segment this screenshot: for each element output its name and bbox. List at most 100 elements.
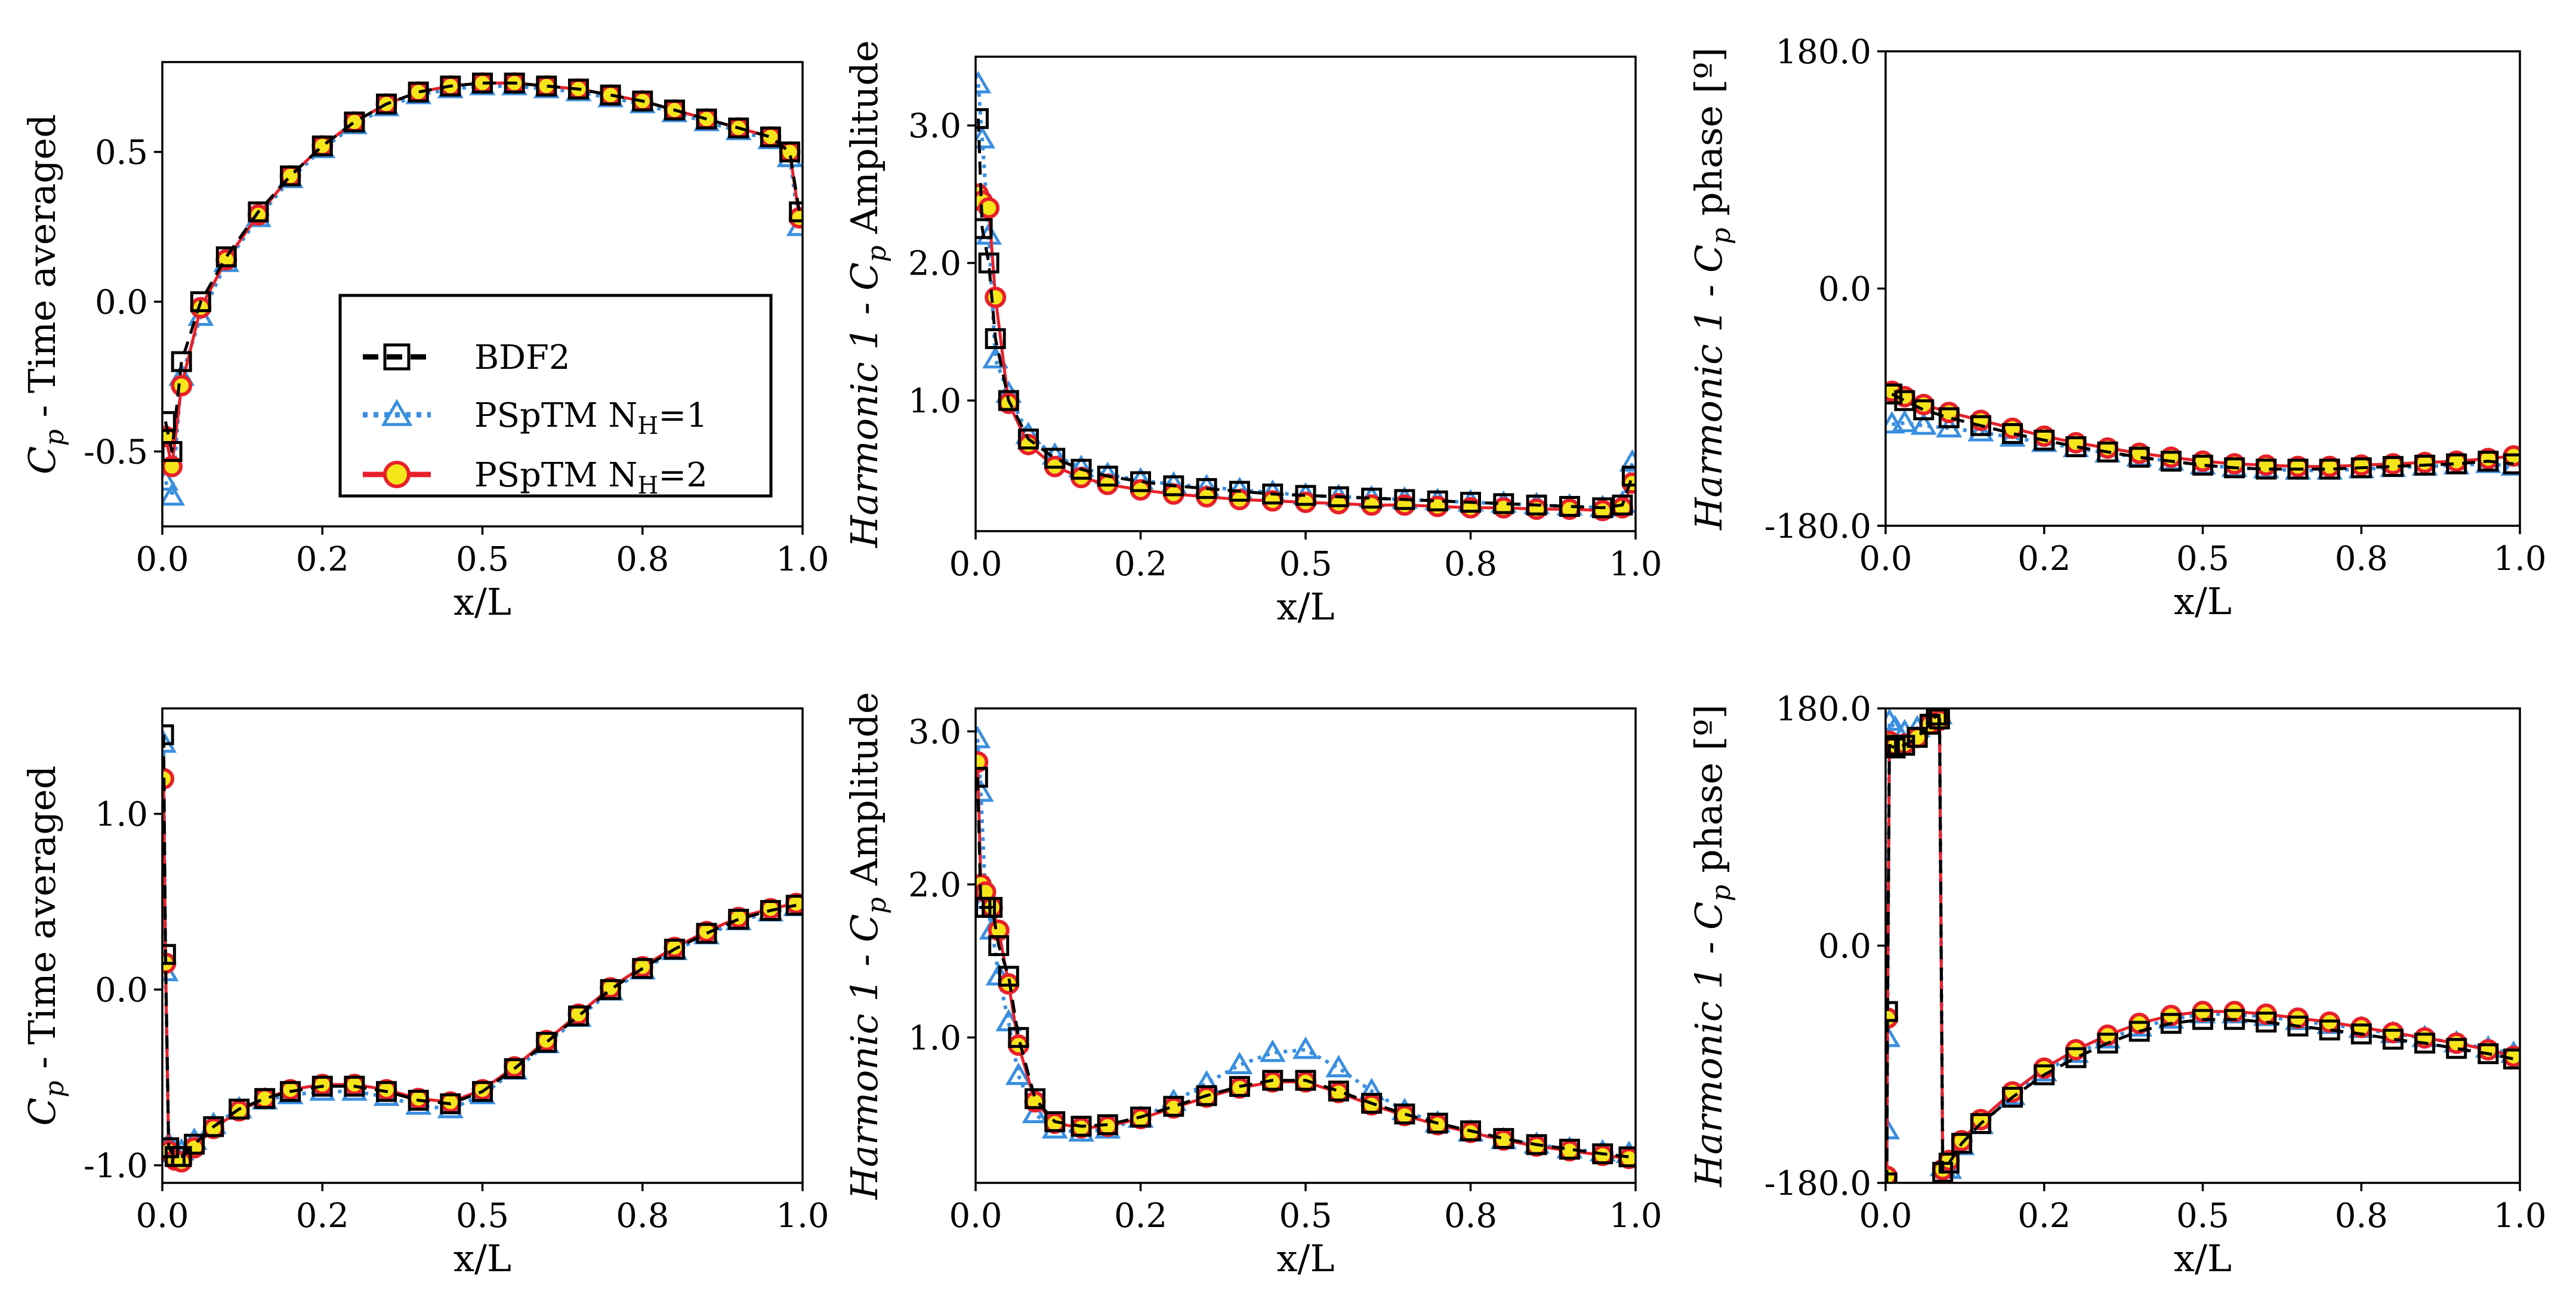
- chart-panel-mean-bottom: 0.0 0.2 0.5 0.8 1.0 -1.0 0.0 1.0 x/L Cp - Time av…: [20, 707, 829, 1280]
- data-point-s0: [789, 201, 803, 223]
- y-tick-label: 1.0: [908, 1019, 961, 1058]
- data-point-s0: [2160, 451, 2182, 472]
- y-axis-label: Harmonic 1 - Cp phase [º]: [1687, 47, 1736, 530]
- x-tick-label: 0.5: [1279, 1197, 1332, 1235]
- data-point-s0: [1361, 488, 1383, 509]
- data-point-s0: [600, 979, 621, 1000]
- data-point-s0: [1361, 1093, 1383, 1114]
- data-point-s0: [2350, 457, 2372, 479]
- x-axis-label: x/L: [1276, 1237, 1334, 1280]
- plot-area: [162, 724, 803, 1173]
- data-point-s0: [1163, 475, 1184, 497]
- data-point-s1: [976, 726, 991, 748]
- data-point-s1: [1325, 1055, 1352, 1078]
- data-point-s0: [440, 75, 461, 97]
- data-point-s0: [1295, 1069, 1316, 1091]
- data-point-s0: [190, 291, 211, 313]
- x-tick-label: 0.8: [616, 540, 669, 579]
- data-point-s0: [2192, 454, 2213, 476]
- data-point-s0: [1130, 1106, 1151, 1128]
- data-point-s0: [600, 84, 621, 106]
- data-point-s0: [1070, 458, 1092, 480]
- x-tick-label: 0.5: [456, 540, 509, 579]
- data-point-s0: [1526, 1134, 1547, 1155]
- x-tick-label: 0.5: [2176, 540, 2229, 578]
- data-point-s0: [2503, 1048, 2520, 1069]
- y-tick-label: -1.0: [84, 1147, 148, 1186]
- data-point-s0: [229, 1098, 250, 1120]
- data-point-s0: [2287, 458, 2309, 480]
- y-tick-label: 3.0: [908, 107, 961, 146]
- legend-marker: [381, 399, 413, 426]
- data-point-s0: [1886, 383, 1903, 405]
- data-point-s0: [1493, 1128, 1514, 1149]
- y-tick-label: -0.5: [84, 433, 148, 472]
- y-tick-label: -180.0: [1764, 1164, 1871, 1203]
- data-point-s0: [2002, 423, 2023, 444]
- data-point-s0: [408, 1090, 429, 1111]
- data-point-s0: [1526, 494, 1547, 516]
- plot-area: [1886, 708, 2520, 1183]
- data-point-s2: [254, 1087, 276, 1109]
- series-line-0: [976, 777, 1630, 1158]
- x-tick-label: 0.0: [135, 540, 189, 579]
- x-tick-label: 1.0: [776, 540, 829, 579]
- x-tick-label: 0.0: [1859, 1197, 1912, 1235]
- data-point-s0: [1044, 1111, 1066, 1132]
- y-tick-label: 2.0: [908, 866, 961, 905]
- chart-panel-amp-bottom: 0.0 0.2 0.5 0.8 1.0 1.0 2.0 3.0 x/L Harmonic 1 - …: [843, 692, 1662, 1280]
- data-point-s0: [2097, 441, 2118, 463]
- data-point-s0: [1328, 1080, 1349, 1102]
- y-axis-label: Harmonic 1 - Cp phase [º]: [1687, 704, 1736, 1187]
- data-point-s0: [2065, 1047, 2087, 1068]
- data-point-s0: [1460, 1120, 1481, 1142]
- y-tick-label: -180.0: [1764, 507, 1871, 546]
- x-tick-label: 0.2: [296, 540, 349, 579]
- chart-panel-phase-bottom: 0.0 0.2 0.5 0.8 1.0-180.00.0180.0x/LHarmonic…: [1687, 690, 2547, 1280]
- data-point-s2: [171, 375, 193, 397]
- data-point-s2: [788, 207, 803, 229]
- data-point-s0: [1493, 493, 1514, 514]
- data-point-s0: [1951, 1133, 1973, 1154]
- y-axis-label: Cp - Time averaged: [20, 114, 70, 474]
- data-point-s0: [1906, 727, 1928, 748]
- data-point-s0: [2319, 1019, 2340, 1041]
- y-tick-label: 180.0: [1776, 33, 1871, 72]
- x-tick-label: 1.0: [2493, 540, 2546, 578]
- data-point-s0: [1163, 1096, 1184, 1117]
- legend-label: BDF2: [474, 338, 570, 377]
- x-tick-label: 0.8: [616, 1197, 669, 1235]
- data-point-s0: [1070, 1115, 1092, 1137]
- data-point-s0: [2256, 458, 2277, 480]
- data-point-s0: [203, 1116, 224, 1138]
- data-point-s0: [1394, 1103, 1415, 1125]
- data-point-s0: [1592, 1143, 1614, 1164]
- x-tick-label: 0.2: [296, 1197, 349, 1235]
- data-point-s0: [1938, 407, 1960, 429]
- data-point-s2: [978, 197, 1000, 219]
- y-axis-label: Cp - Time averaged: [20, 766, 70, 1126]
- x-tick-label: 0.0: [1859, 540, 1912, 578]
- data-point-s0: [1913, 399, 1935, 421]
- data-point-s0: [1097, 1114, 1118, 1136]
- data-point-s0: [1938, 1152, 1960, 1174]
- data-point-s0: [1970, 1113, 1991, 1135]
- data-point-s0: [215, 246, 237, 267]
- data-point-s0: [998, 966, 1019, 987]
- data-point-s0: [760, 900, 781, 921]
- y-tick-label: 2.0: [908, 245, 961, 283]
- y-tick-label: 0.5: [95, 134, 148, 172]
- legend-label: PSpTM NH=2: [474, 456, 708, 500]
- data-point-s0: [2382, 456, 2404, 477]
- data-point-s0: [2287, 1015, 2309, 1037]
- y-tick-label: 1.0: [95, 796, 148, 834]
- data-point-s0: [998, 390, 1019, 411]
- data-point-s0: [280, 165, 301, 187]
- data-point-s0: [2382, 1028, 2404, 1050]
- x-tick-label: 0.8: [1444, 1197, 1497, 1235]
- data-point-s0: [1196, 478, 1217, 500]
- data-point-s0: [504, 72, 525, 94]
- data-point-s0: [472, 72, 493, 94]
- x-axis-label: x/L: [1276, 585, 1334, 628]
- data-point-s0: [2446, 1038, 2467, 1059]
